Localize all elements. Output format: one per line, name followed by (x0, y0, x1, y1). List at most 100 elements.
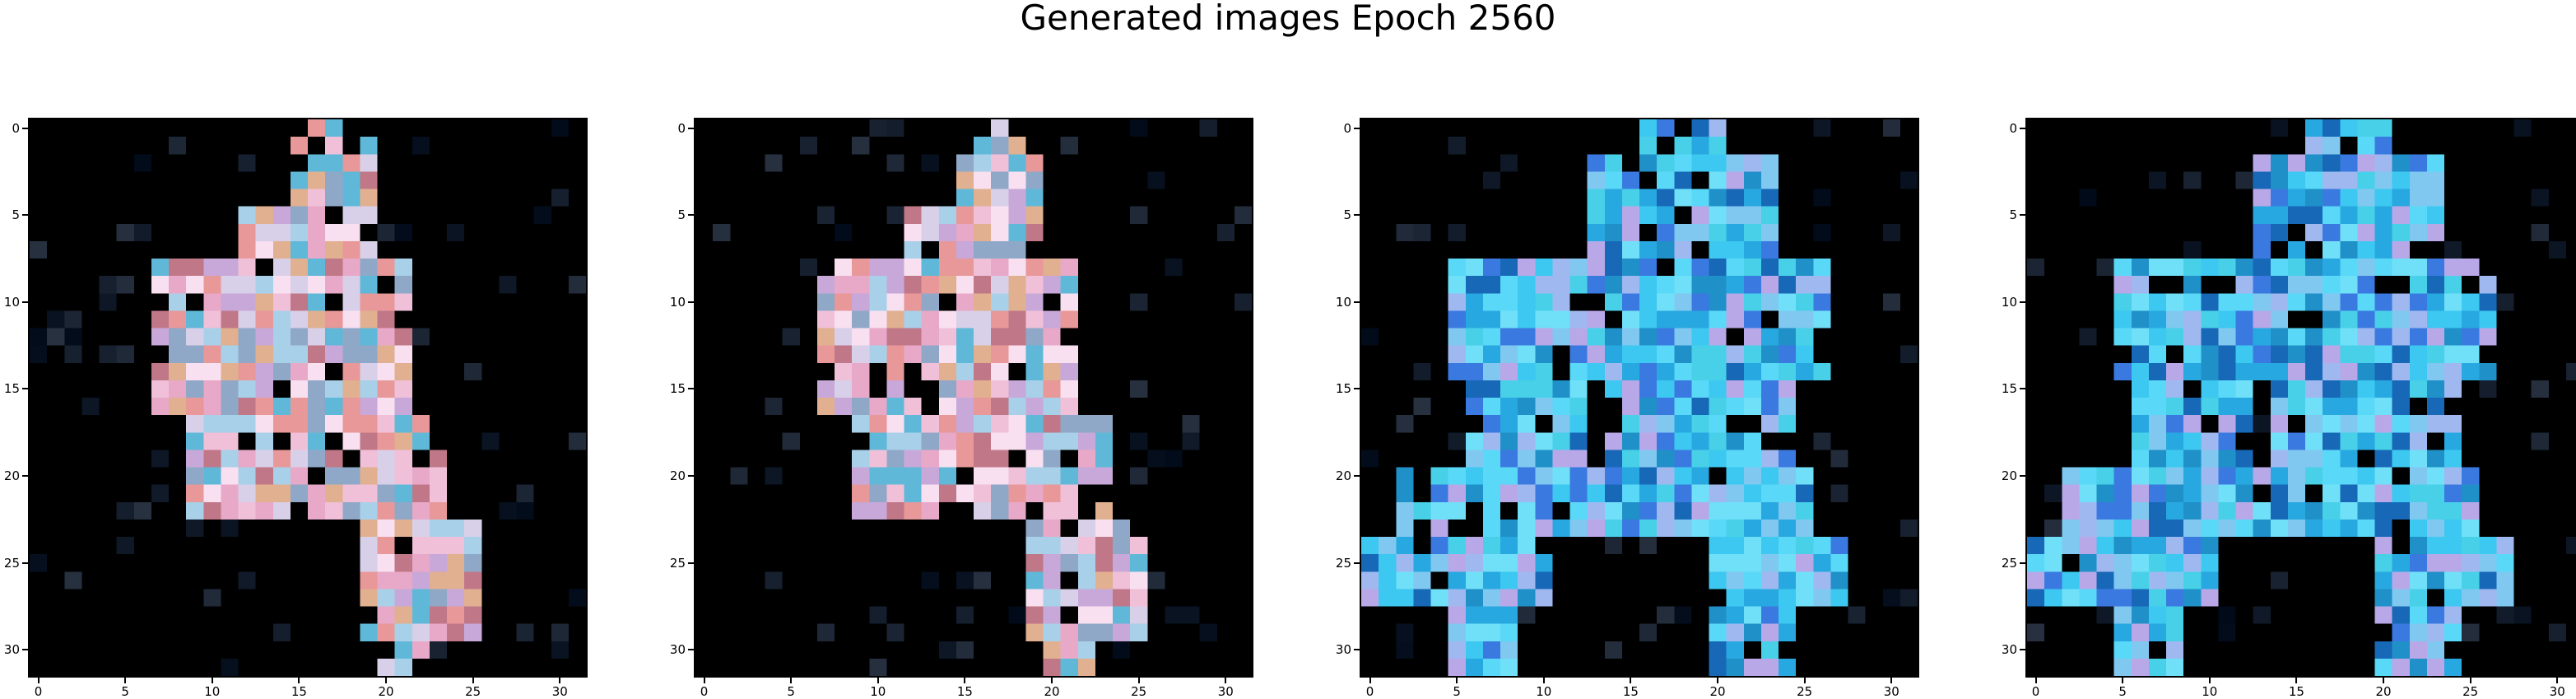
y-tick-label: 0 (1343, 120, 1351, 136)
x-tick-label: 30 (1883, 684, 1899, 699)
x-tick-label: 30 (551, 684, 568, 699)
x-tick (124, 677, 127, 683)
y-tick (22, 214, 29, 217)
y-tick (2020, 127, 2026, 129)
x-tick-label: 15 (956, 684, 973, 699)
x-tick (298, 677, 300, 683)
image-panel-1: 0 0 5 5 10 10 15 15 20 20 25 25 30 30 (4, 118, 589, 699)
y-tick-label: 0 (12, 120, 20, 136)
x-tick-label: 15 (291, 684, 307, 699)
x-tick-label: 15 (1622, 684, 1639, 699)
x-tick (1542, 677, 1545, 683)
y-tick-label: 5 (2009, 207, 2017, 223)
x-tick (1456, 677, 1458, 683)
x-tick-label: 10 (2202, 684, 2218, 699)
generated-image (28, 118, 588, 678)
x-tick-label: 5 (1453, 684, 1461, 699)
y-tick (22, 562, 29, 564)
y-tick (22, 475, 29, 478)
image-panel-2: 0 0 5 5 10 10 15 15 20 20 25 25 30 30 (670, 118, 1255, 699)
y-tick-label: 25 (669, 555, 686, 571)
x-tick (37, 677, 40, 683)
y-tick (688, 127, 695, 129)
y-tick-label: 20 (669, 468, 686, 484)
y-tick (688, 475, 695, 478)
y-tick (22, 127, 29, 129)
x-tick-label: 25 (1131, 684, 1147, 699)
y-tick-label: 30 (669, 642, 686, 658)
y-tick-label: 5 (1343, 207, 1351, 223)
x-tick-label: 30 (2549, 684, 2565, 699)
y-tick (1354, 562, 1360, 564)
y-tick-label: 25 (2001, 555, 2017, 571)
x-tick (1369, 677, 1371, 683)
x-tick-label: 10 (1536, 684, 1552, 699)
generated-image (694, 118, 1253, 678)
y-tick-label: 0 (2009, 120, 2017, 136)
x-tick-label: 20 (2375, 684, 2392, 699)
x-tick-label: 30 (1217, 684, 1234, 699)
y-tick (2020, 388, 2026, 390)
y-tick-label: 10 (669, 294, 686, 310)
y-tick (1354, 214, 1360, 217)
x-tick (1051, 677, 1053, 683)
x-tick (2295, 677, 2298, 683)
x-tick (1630, 677, 1632, 683)
y-tick (2020, 475, 2026, 478)
figure-title: Generated images Epoch 2560 (1020, 0, 1556, 38)
x-tick-label: 5 (787, 684, 795, 699)
x-tick (2034, 677, 2037, 683)
image-panel-3: 0 0 5 5 10 10 15 15 20 20 25 25 30 30 (1336, 118, 1921, 699)
y-tick (1354, 649, 1360, 651)
generated-image-pixels (1361, 119, 1918, 676)
y-tick (1354, 301, 1360, 303)
x-tick (385, 677, 388, 683)
y-tick-label: 20 (2001, 468, 2017, 484)
y-tick (1354, 475, 1360, 478)
x-tick-label: 25 (2462, 684, 2479, 699)
x-tick (1717, 677, 1719, 683)
x-tick-label: 5 (2118, 684, 2127, 699)
x-tick (1137, 677, 1140, 683)
y-tick (688, 301, 695, 303)
y-tick-label: 0 (677, 120, 686, 136)
y-tick (2020, 301, 2026, 303)
x-tick (964, 677, 966, 683)
x-tick-label: 0 (34, 684, 43, 699)
y-tick-label: 20 (3, 468, 20, 484)
y-tick (688, 649, 695, 651)
x-tick-label: 20 (1044, 684, 1060, 699)
y-tick (688, 388, 695, 390)
y-tick-label: 5 (12, 207, 20, 223)
y-tick-label: 10 (3, 294, 20, 310)
x-tick (2122, 677, 2124, 683)
y-tick-label: 5 (677, 207, 686, 223)
y-tick (22, 301, 29, 303)
y-tick-label: 25 (3, 555, 20, 571)
y-tick-label: 30 (3, 642, 20, 658)
x-tick-label: 5 (121, 684, 129, 699)
x-tick-label: 10 (204, 684, 221, 699)
y-tick-label: 20 (1335, 468, 1351, 484)
x-tick-label: 25 (465, 684, 481, 699)
generated-image (2025, 118, 2576, 678)
x-tick (2208, 677, 2211, 683)
x-tick (211, 677, 213, 683)
x-tick (1890, 677, 1893, 683)
x-tick (790, 677, 793, 683)
y-tick (2020, 562, 2026, 564)
generated-image-pixels (2027, 119, 2576, 676)
x-tick (1803, 677, 1806, 683)
y-tick-label: 15 (2001, 381, 2017, 397)
x-tick (876, 677, 879, 683)
y-tick-label: 10 (1335, 294, 1351, 310)
y-tick (22, 388, 29, 390)
generated-image-pixels (695, 119, 1252, 676)
y-tick (2020, 214, 2026, 217)
y-tick (688, 562, 695, 564)
y-tick-label: 15 (3, 381, 20, 397)
x-tick-label: 0 (700, 684, 709, 699)
y-tick (22, 649, 29, 651)
x-tick-label: 25 (1797, 684, 1813, 699)
x-tick-label: 20 (378, 684, 394, 699)
